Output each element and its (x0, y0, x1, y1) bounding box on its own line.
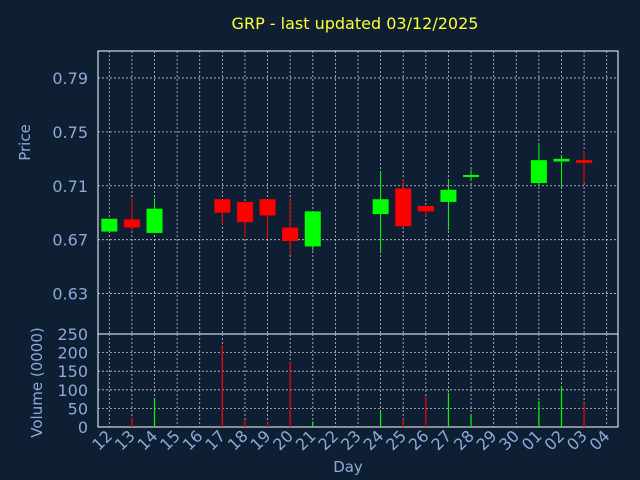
x-tick-label: 04 (586, 426, 614, 454)
volume-axis-label: Volume (0000) (28, 327, 46, 437)
volume-tick-label: 0 (78, 418, 88, 437)
candle-body (101, 218, 118, 232)
candle-body (417, 205, 434, 212)
price-tick-label: 0.67 (52, 231, 88, 250)
candle-body (440, 189, 457, 202)
price-axis-label: Price (16, 124, 34, 161)
price-tick-label: 0.79 (52, 69, 88, 88)
candle-body (123, 219, 140, 228)
candle-body (576, 160, 593, 163)
candle-body (214, 199, 231, 213)
candle-body (553, 158, 570, 162)
price-tick-label: 0.75 (52, 123, 88, 142)
candle-body (282, 227, 299, 242)
price-tick-label: 0.71 (52, 177, 88, 196)
candle-body (236, 201, 253, 223)
price-tick-label: 0.63 (52, 285, 88, 304)
candle-body (146, 208, 163, 233)
volume-tick-label: 100 (57, 381, 88, 400)
candle-body (395, 188, 412, 227)
candle-body (259, 199, 276, 216)
chart-title: GRP - last updated 03/12/2025 (231, 14, 479, 33)
candle-body (530, 160, 547, 184)
volume-tick-label: 200 (57, 344, 88, 363)
volume-tick-label: 250 (57, 325, 88, 344)
candle-body (372, 199, 389, 215)
candle-body (304, 211, 321, 247)
x-axis-label: Day (333, 458, 363, 476)
volume-tick-label: 50 (68, 399, 88, 418)
candle-body (463, 174, 480, 177)
volume-tick-label: 150 (57, 362, 88, 381)
